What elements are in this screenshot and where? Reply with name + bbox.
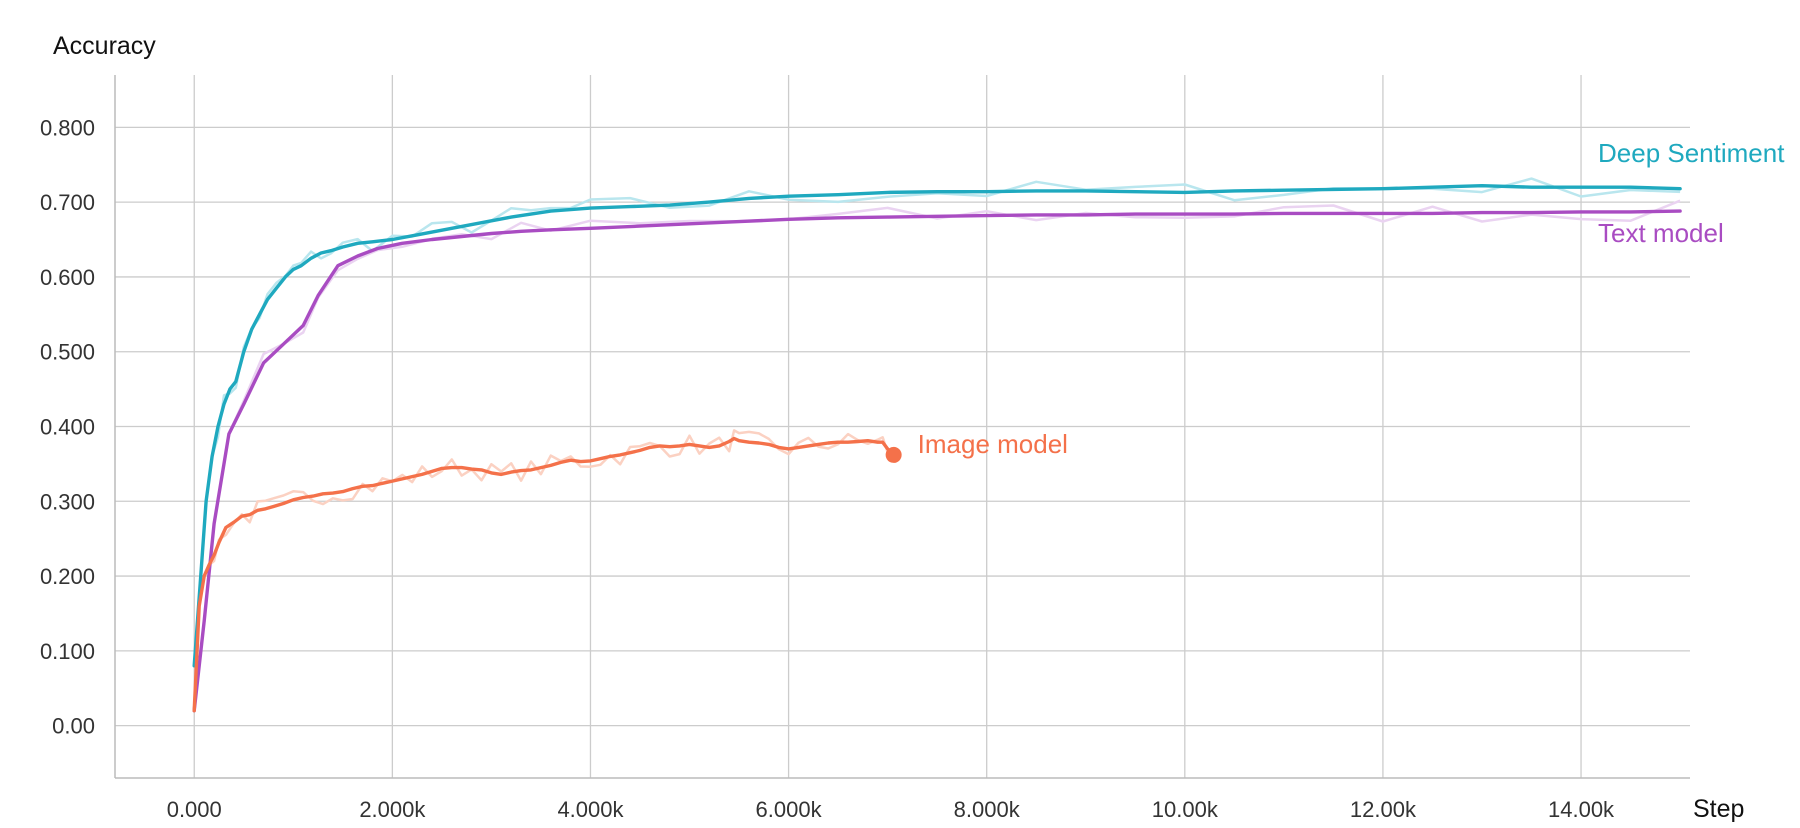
x-axis-title: Step [1693, 795, 1744, 823]
y-tick-label: 0.100 [40, 639, 95, 664]
deep-sentiment-label: Deep Sentiment [1598, 138, 1785, 168]
y-axis-title: Accuracy [53, 32, 156, 60]
axes: 0.00 0.100 0.200 0.300 0.400 0.500 0.600 0.700 0… [40, 75, 1690, 822]
x-tick-label: 6.000k [756, 797, 823, 822]
y-tick-label: 0.300 [40, 489, 95, 514]
image-model-line [192, 436, 890, 713]
deep-sentiment-raw-line [192, 177, 1681, 666]
y-tick-label: 0.200 [40, 564, 95, 589]
x-tick-label: 12.00k [1350, 797, 1417, 822]
x-tick-label: 4.000k [557, 797, 624, 822]
y-tick-label: 0.600 [40, 265, 95, 290]
series-labels: Deep Sentiment Text model Image model [918, 138, 1786, 459]
x-tick-label: 8.000k [954, 797, 1021, 822]
text-model-raw-line [192, 199, 1681, 711]
y-tick-label: 0.700 [40, 190, 95, 215]
image-model-label: Image model [918, 429, 1068, 459]
image-model-end-marker [885, 446, 902, 463]
deep-sentiment-line [192, 183, 1682, 668]
x-tick-label: 14.00k [1548, 797, 1615, 822]
text-model-line [192, 209, 1682, 713]
x-tick-label: 0.000 [167, 797, 222, 822]
text-model-label: Text model [1598, 218, 1724, 248]
y-tick-label: 0.00 [52, 714, 95, 739]
grid-lines [115, 75, 1690, 778]
x-tick-label: 10.00k [1152, 797, 1219, 822]
y-tick-label: 0.500 [40, 340, 95, 365]
image-model-raw-line [192, 429, 889, 711]
y-tick-label: 0.400 [40, 415, 95, 440]
x-tick-label: 2.000k [359, 797, 426, 822]
y-tick-label: 0.800 [40, 115, 95, 140]
smoothed-series-lines [192, 183, 1682, 713]
